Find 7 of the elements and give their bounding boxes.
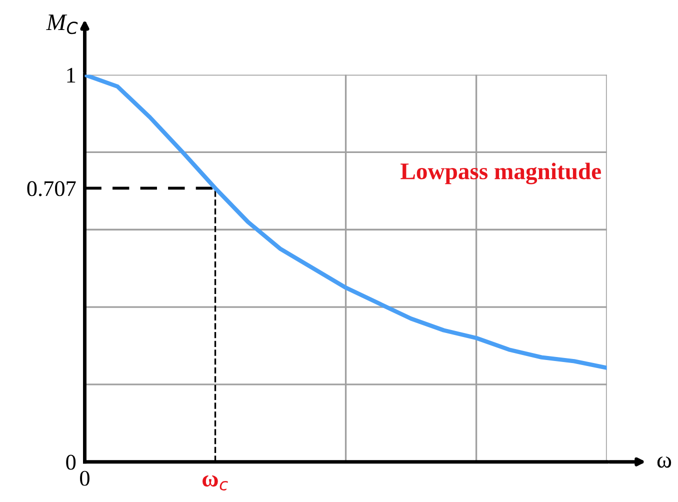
x-tick-label: ω$_{c}$ — [202, 475, 228, 490]
y-axis-title: M$_{C}$ — [46, 14, 78, 34]
y-tick-label: 1 — [67, 68, 76, 83]
x-axis-title: ω — [657, 456, 672, 468]
annotation: Lowpass magnitude — [400, 162, 601, 184]
y-tick-label: 0 — [66, 454, 76, 470]
y-tick-label: 0.707 — [27, 181, 76, 196]
